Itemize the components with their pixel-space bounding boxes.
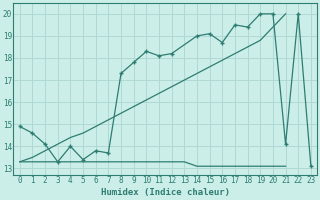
X-axis label: Humidex (Indice chaleur): Humidex (Indice chaleur) (101, 188, 230, 197)
